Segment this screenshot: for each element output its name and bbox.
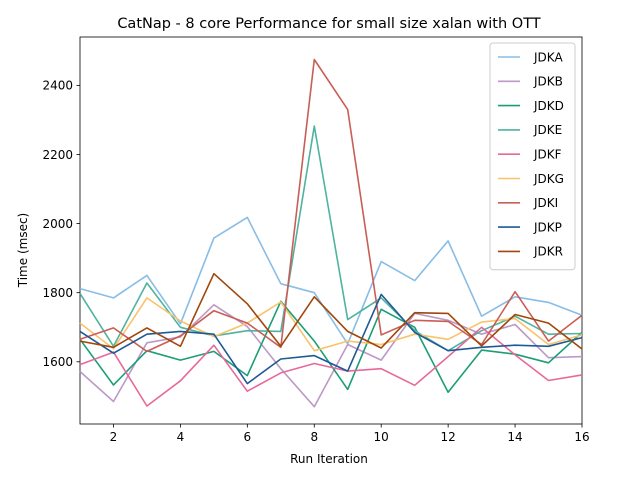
series-layer: [79, 58, 583, 408]
plot-frame: [79, 36, 583, 425]
chart-title: CatNap - 8 core Performance for small si…: [117, 16, 540, 32]
x-tick-label: 12: [440, 430, 455, 444]
x-tick-label: 4: [177, 430, 185, 444]
series-line-jdki: [79, 58, 583, 353]
legend-label-jdkp: JDKP: [533, 220, 562, 234]
y-tick-label: 1800: [42, 286, 73, 300]
x-tick-label: 6: [244, 430, 252, 444]
series-line-jdkg: [79, 297, 583, 352]
x-tick-label: 10: [374, 430, 389, 444]
series-line-jdkp: [79, 293, 583, 385]
series-line-jdkd: [79, 300, 583, 394]
legend-label-jdki: JDKI: [533, 196, 558, 210]
x-tick-label: 8: [310, 430, 318, 444]
legend-label-jdke: JDKE: [533, 123, 562, 137]
legend-label-jdka: JDKA: [533, 50, 563, 64]
series-line-jdkf: [79, 326, 583, 407]
x-tick-label: 2: [110, 430, 118, 444]
y-tick-label: 2200: [42, 148, 73, 162]
legend-box: [489, 42, 576, 271]
axes: 2 4 6 8 10 12 14 16 1600 1800 2000 2200 2400: [42, 36, 590, 444]
legend-label-jdkb: JDKB: [533, 75, 563, 89]
series-line-jdkr: [79, 272, 583, 350]
y-axis-label: Time (msec): [16, 213, 30, 288]
legend-label-jdkd: JDKD: [533, 99, 564, 113]
x-axis-label: Run Iteration: [290, 452, 368, 466]
y-tick-label: 1600: [42, 355, 73, 369]
legend-label-jdkf: JDKF: [533, 148, 562, 162]
x-tick-label: 14: [507, 430, 522, 444]
legend-label-jdkg: JDKG: [533, 172, 564, 186]
legend: JDKA JDKB JDKD JDKE JDKF JDKG JDKI JDKP JDKR: [489, 42, 576, 271]
series-line-jdke: [79, 125, 583, 352]
series-line-jdka: [79, 216, 583, 345]
y-tick-label: 2000: [42, 217, 73, 231]
y-tick-label: 2400: [42, 79, 73, 93]
legend-label-jdkr: JDKR: [533, 245, 563, 259]
x-tick-label: 16: [574, 430, 589, 444]
